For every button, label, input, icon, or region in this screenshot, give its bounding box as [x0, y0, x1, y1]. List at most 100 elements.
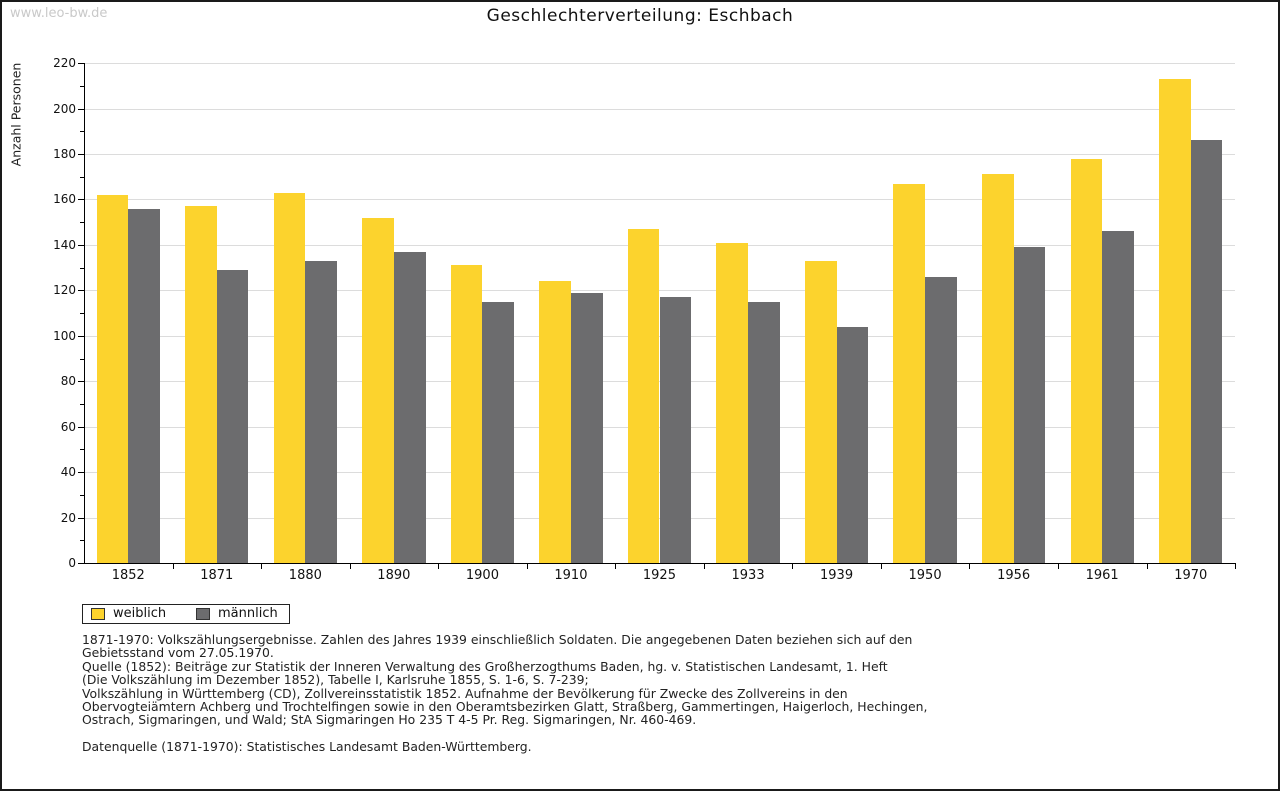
bar-maennlich-1925: [659, 297, 692, 563]
footnote-block: 1871-1970: Volkszählungsergebnisse. Zahl…: [82, 633, 927, 727]
x-axis-boundary-tick: [1146, 564, 1148, 569]
y-axis-minor-tick: [80, 222, 84, 224]
footnote-line: Ostrach, Sigmaringen, und Wald; StA Sigm…: [82, 712, 697, 728]
bar-weiblich-1961: [1070, 158, 1103, 563]
y-axis-tick-label: 220: [53, 56, 76, 70]
y-axis-minor-tick: [80, 449, 84, 451]
legend-swatch-weiblich: [91, 608, 105, 620]
legend-label-maennlich: männlich: [218, 606, 278, 621]
x-axis-category-label: 1933: [731, 568, 765, 583]
x-axis-category-label: 1910: [554, 568, 588, 583]
bar-weiblich-1871: [185, 206, 217, 563]
x-axis-boundary-tick: [261, 564, 263, 569]
y-axis-minor-tick: [80, 403, 84, 405]
y-axis-tick-label: 60: [60, 419, 76, 434]
y-axis-tick-label: 200: [53, 101, 76, 116]
y-axis-line: [84, 63, 85, 563]
x-axis-boundary-tick: [1235, 564, 1236, 569]
y-axis-tick-label: 20: [60, 510, 76, 525]
legend-swatch-maennlich: [196, 608, 210, 620]
bar-weiblich-1890: [362, 217, 394, 563]
y-axis-tick-label: 0: [68, 556, 76, 570]
bar-maennlich-1970: [1190, 140, 1223, 563]
y-axis-major-tick: [78, 290, 84, 292]
y-axis-minor-tick: [80, 313, 84, 314]
x-axis-boundary-tick: [615, 564, 617, 569]
y-axis-tick-label: 180: [53, 146, 76, 161]
y-axis-major-tick: [78, 472, 84, 474]
bar-maennlich-1950: [925, 276, 957, 563]
footnote-line: Quelle (1852): Beiträge zur Statistik de…: [82, 658, 888, 674]
y-axis-minor-tick: [80, 176, 84, 178]
site-watermark: www.leo-bw.de: [10, 6, 108, 21]
gridline: [84, 108, 1235, 110]
gridline: [84, 199, 1235, 201]
x-axis-line: [84, 563, 1236, 564]
x-axis-category-label: 1970: [1174, 568, 1208, 583]
y-axis-tick-label: 100: [53, 328, 76, 343]
footnote-line: 1871-1970: Volkszählungsergebnisse. Zahl…: [82, 632, 913, 647]
x-axis-category-label: 1880: [288, 568, 322, 583]
y-axis-minor-tick: [80, 494, 84, 496]
x-axis-category-label: 1925: [642, 568, 676, 583]
y-axis-tick-label: 160: [53, 192, 76, 207]
x-axis-category-label: 1950: [908, 568, 942, 583]
x-axis-boundary-tick: [969, 564, 971, 569]
bar-maennlich-1852: [128, 208, 160, 563]
bar-weiblich-1939: [804, 260, 837, 563]
y-axis-minor-tick: [80, 540, 84, 542]
x-axis-category-label: 1956: [997, 568, 1031, 583]
x-axis-boundary-tick: [349, 564, 351, 569]
x-axis-category-label: 1961: [1085, 568, 1119, 583]
x-axis-boundary-tick: [703, 564, 705, 569]
y-axis-major-tick: [78, 517, 84, 519]
bar-maennlich-1900: [482, 301, 515, 563]
bar-weiblich-1970: [1159, 78, 1191, 563]
y-axis-minor-tick: [80, 131, 84, 133]
y-axis-major-tick: [78, 381, 84, 383]
y-axis-tick-label: 140: [53, 237, 76, 252]
bar-weiblich-1910: [539, 281, 571, 563]
bar-weiblich-1956: [982, 174, 1014, 563]
bar-weiblich-1933: [716, 242, 748, 563]
y-axis-major-tick: [78, 199, 84, 201]
footnote-line: Obervogteiämtern Achberg und Trochtelfin…: [82, 699, 928, 715]
y-axis-tick-label: 80: [60, 374, 76, 389]
x-axis-boundary-tick: [438, 564, 440, 569]
bar-weiblich-1950: [893, 183, 926, 563]
y-axis-tick-label: 40: [60, 465, 76, 480]
bar-maennlich-1933: [748, 301, 780, 563]
x-axis-category-label: 1871: [200, 568, 234, 583]
bar-maennlich-1961: [1102, 231, 1134, 563]
x-axis-boundary-tick: [792, 564, 794, 569]
footnote-line: Volkszählung in Württemberg (CD), Zollve…: [82, 685, 848, 701]
bar-maennlich-1871: [216, 269, 249, 563]
y-axis-minor-tick: [80, 358, 84, 360]
gridline: [84, 290, 1235, 292]
bar-maennlich-1880: [305, 260, 337, 563]
footnote-line: Gebietsstand vom 27.05.1970.: [82, 645, 274, 661]
x-axis-category-label: 1939: [820, 568, 854, 583]
bar-maennlich-1939: [836, 326, 869, 563]
gridline: [84, 244, 1235, 246]
y-axis-minor-tick: [80, 267, 84, 269]
x-axis-category-label: 1900: [465, 568, 499, 583]
bar-maennlich-1956: [1013, 247, 1046, 563]
bar-weiblich-1925: [627, 228, 660, 563]
bar-weiblich-1900: [450, 265, 483, 563]
y-axis-tick-label: 120: [53, 283, 76, 298]
x-axis-boundary-tick: [1057, 564, 1059, 569]
legend-label-weiblich: weiblich: [113, 606, 167, 621]
page-title: Geschlechterverteilung: Eschbach: [486, 6, 794, 26]
y-axis-major-tick: [78, 108, 84, 110]
footnote-line: (Die Volkszählung im Dezember 1852), Tab…: [82, 672, 589, 688]
gridline: [84, 153, 1235, 155]
y-axis-major-tick: [78, 244, 84, 246]
y-axis-label: Anzahl Personen: [8, 62, 24, 167]
y-axis-major-tick: [78, 63, 84, 64]
bar-maennlich-1890: [393, 251, 426, 563]
gridline: [84, 63, 1235, 64]
y-axis-major-tick: [78, 335, 84, 337]
bar-weiblich-1880: [273, 192, 306, 563]
